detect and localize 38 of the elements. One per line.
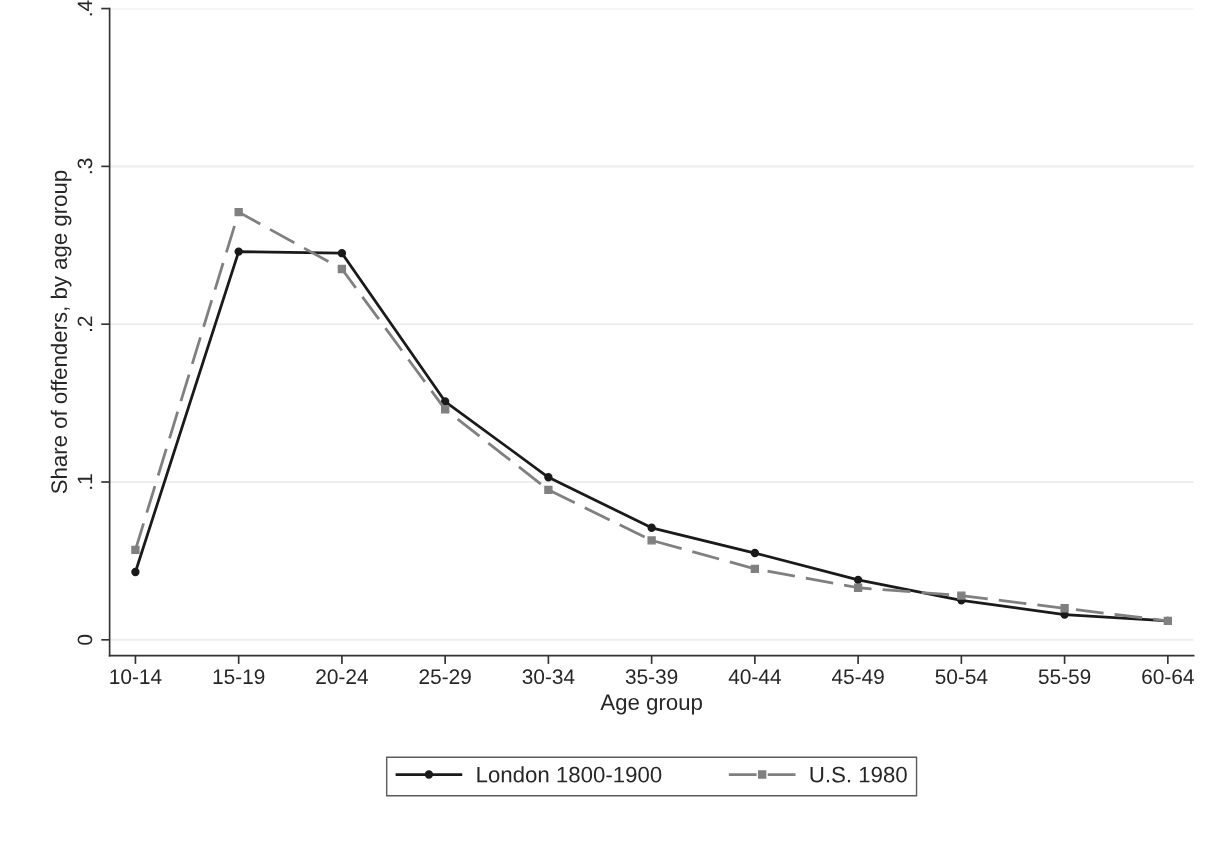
x-axis-title: Age group	[600, 694, 702, 715]
x-tick-label: 30-34	[522, 669, 575, 685]
point	[440, 397, 450, 406]
point	[337, 264, 347, 274]
x-tick-label: 45-49	[831, 669, 884, 685]
point	[1060, 604, 1069, 613]
point	[957, 591, 966, 600]
point	[853, 575, 863, 585]
x-tick-label: 50-54	[935, 669, 988, 685]
y-tick-label: .3	[77, 158, 93, 174]
legend-label: U.S. 1980	[810, 766, 907, 783]
x-tick-label: 15-19	[213, 669, 265, 685]
y-tick-label: .1	[77, 474, 93, 489]
x-tick-label: 25-29	[419, 669, 471, 685]
point	[234, 247, 243, 256]
point	[750, 548, 760, 558]
x-tick-label: 35-39	[625, 669, 678, 685]
point	[131, 567, 140, 577]
legend-label: London 1800-1900	[477, 766, 662, 783]
point	[440, 405, 450, 414]
y-tick-label: .2	[77, 316, 93, 331]
x-tick-label: 20-24	[316, 669, 368, 685]
point	[647, 523, 656, 532]
y-tick-label: 0	[77, 634, 93, 645]
point	[131, 545, 140, 555]
point	[750, 564, 760, 573]
x-tick-label: 40-44	[728, 669, 781, 685]
x-tick-label: 60-64	[1142, 669, 1194, 685]
point	[544, 473, 553, 482]
point	[544, 485, 553, 495]
y-axis-title: Share of offenders, by age group	[50, 170, 72, 494]
x-tick-label: 55-59	[1038, 669, 1091, 685]
y-tick-label: .4	[77, 0, 93, 16]
x-tick-label: 10-14	[110, 669, 162, 685]
point	[853, 583, 863, 592]
point	[647, 536, 656, 545]
point	[337, 249, 347, 258]
point	[234, 207, 243, 217]
